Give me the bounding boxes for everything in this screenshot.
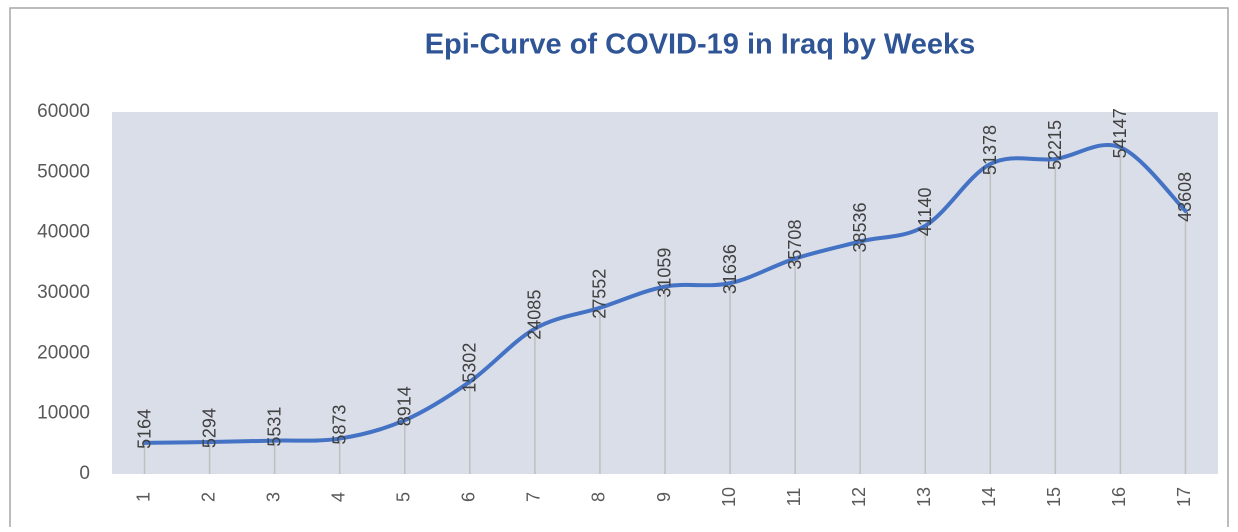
data-label: 35708 xyxy=(785,220,805,270)
x-tick-label: 9 xyxy=(654,492,674,502)
chart-title: Epi-Curve of COVID-19 in Iraq by Weeks xyxy=(425,29,976,61)
x-tick-label: 7 xyxy=(524,492,544,502)
data-label: 41140 xyxy=(915,187,935,236)
data-label: 38536 xyxy=(850,202,870,252)
x-tick-label: 3 xyxy=(263,492,283,502)
data-label: 5294 xyxy=(199,408,219,448)
x-tick-label: 16 xyxy=(1109,487,1129,507)
data-label: 5164 xyxy=(134,409,154,449)
x-tick-label: 17 xyxy=(1174,487,1194,507)
x-tick-label: 13 xyxy=(914,487,934,507)
x-tick-label: 8 xyxy=(589,492,609,502)
y-tick-label: 10000 xyxy=(37,403,90,424)
data-label: 27552 xyxy=(590,269,610,319)
data-label: 15302 xyxy=(460,343,480,393)
x-tick-label: 15 xyxy=(1044,487,1064,507)
data-label: 51378 xyxy=(980,125,1000,175)
data-label: 8914 xyxy=(395,386,415,426)
data-label: 5531 xyxy=(264,407,284,447)
x-tick-label: 14 xyxy=(979,487,999,507)
x-tick-label: 10 xyxy=(719,487,739,507)
data-label: 31636 xyxy=(720,244,740,294)
y-tick-label: 20000 xyxy=(37,342,90,363)
data-line xyxy=(142,142,1188,445)
data-label: 43608 xyxy=(1175,172,1195,222)
x-tick-label: 2 xyxy=(198,492,218,502)
x-tick-label: 1 xyxy=(133,492,153,502)
x-tick-label: 12 xyxy=(849,487,869,507)
y-tick-label: 30000 xyxy=(37,282,90,303)
y-tick-label: 40000 xyxy=(37,222,90,243)
x-tick-label: 4 xyxy=(328,492,348,502)
data-label: 5873 xyxy=(329,405,349,445)
data-label: 24085 xyxy=(525,290,545,340)
data-label: 52215 xyxy=(1045,120,1065,170)
x-tick-label: 5 xyxy=(394,492,414,502)
data-label: 54147 xyxy=(1110,108,1130,158)
x-tick-label: 11 xyxy=(784,488,804,507)
data-label: 31059 xyxy=(655,248,675,298)
y-tick-label: 50000 xyxy=(37,161,90,182)
y-tick-label: 60000 xyxy=(37,101,90,122)
x-tick-label: 6 xyxy=(459,492,479,502)
y-tick-label: 0 xyxy=(79,463,90,484)
